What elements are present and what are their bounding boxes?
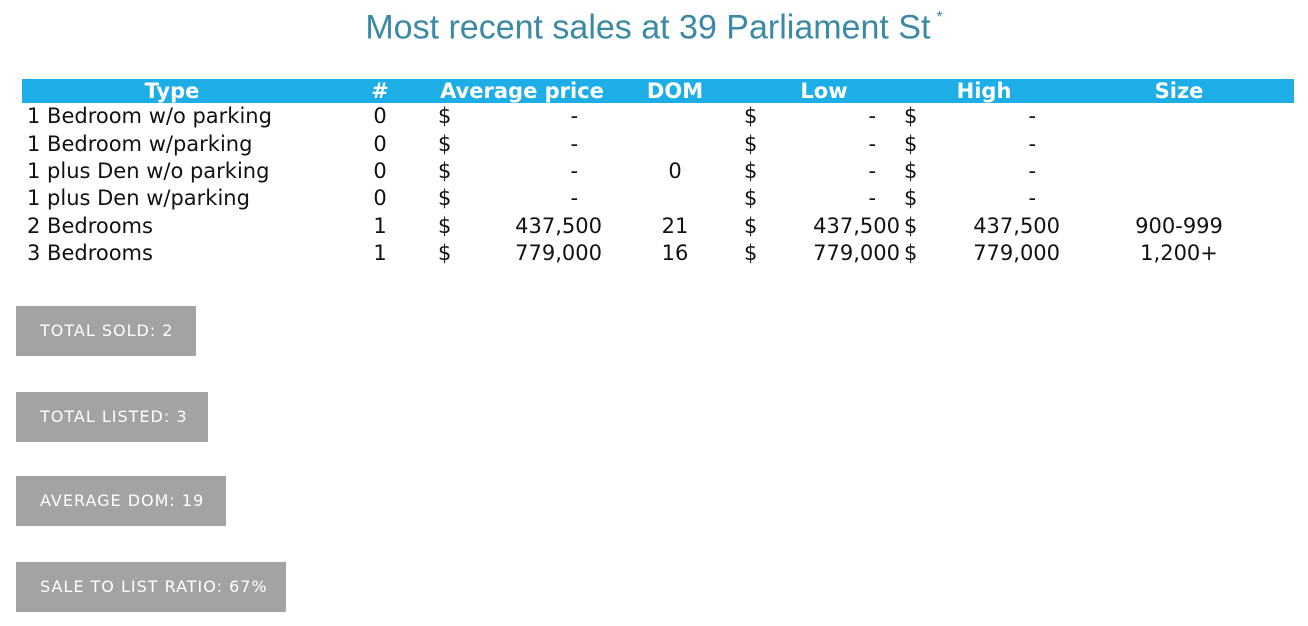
cell-type: 1 plus Den w/parking xyxy=(27,186,250,211)
cell-count: 0 xyxy=(373,104,387,129)
cell-high: - xyxy=(1028,158,1037,183)
column-header-average-price: Average price xyxy=(438,79,607,103)
total-sold-button[interactable]: TOTAL SOLD: 2 xyxy=(16,306,196,356)
cell-low: - xyxy=(868,131,877,156)
cell-type: 3 Bedrooms xyxy=(27,241,153,266)
cell-size xyxy=(1064,130,1294,157)
cell-size xyxy=(1064,103,1294,130)
cell-average-price: 437,500 xyxy=(515,213,603,238)
cell-high: 437,500 xyxy=(973,213,1061,238)
cell-dom: 0 xyxy=(668,158,682,183)
cell-size: 1,200+ xyxy=(1140,241,1218,266)
cell-low-currency: $ xyxy=(744,158,758,183)
column-header-count: # xyxy=(322,79,438,103)
cell-high: - xyxy=(1028,186,1037,211)
column-header-type: Type xyxy=(22,79,322,103)
cell-low: - xyxy=(868,158,877,183)
table-row: 1 plus Den w/o parking 0 $ - 0 $ - $ - xyxy=(22,158,1294,185)
cell-average-currency: $ xyxy=(438,104,452,129)
cell-low-currency: $ xyxy=(744,131,758,156)
cell-low: - xyxy=(868,104,877,129)
table-row: 1 Bedroom w/parking 0 $ - $ - $ - xyxy=(22,130,1294,157)
cell-low-currency: $ xyxy=(744,213,758,238)
column-header-low: Low xyxy=(744,79,905,103)
sales-summary-table: Type # Average price DOM Low High Size 1… xyxy=(22,79,1295,267)
title-footnote-marker: * xyxy=(936,9,943,26)
cell-count: 0 xyxy=(373,186,387,211)
total-listed-button[interactable]: TOTAL LISTED: 3 xyxy=(16,392,208,442)
cell-average-currency: $ xyxy=(438,213,452,238)
cell-average-currency: $ xyxy=(438,131,452,156)
cell-high-currency: $ xyxy=(904,213,918,238)
cell-size xyxy=(1064,185,1294,212)
cell-count: 0 xyxy=(373,158,387,183)
cell-low-currency: $ xyxy=(744,186,758,211)
page-title-text: Most recent sales at 39 Parliament St xyxy=(365,8,931,47)
cell-dom: 16 xyxy=(661,241,689,266)
cell-dom xyxy=(606,130,744,157)
column-header-dom: DOM xyxy=(606,79,745,103)
column-header-size: Size xyxy=(1064,79,1295,103)
cell-average-price: - xyxy=(570,186,579,211)
cell-type: 1 Bedroom w/parking xyxy=(27,131,253,156)
cell-high: - xyxy=(1028,104,1037,129)
cell-low: - xyxy=(868,186,877,211)
sale-to-list-ratio-button[interactable]: SALE TO LIST RATIO: 67% xyxy=(16,562,286,612)
cell-dom xyxy=(606,185,744,212)
cell-average-currency: $ xyxy=(438,158,452,183)
cell-high: - xyxy=(1028,131,1037,156)
cell-count: 1 xyxy=(373,241,387,266)
table-row: 2 Bedrooms 1 $ 437,500 21 $ 437,500 $ 43… xyxy=(22,213,1294,240)
cell-dom xyxy=(606,103,744,130)
cell-low: 779,000 xyxy=(813,241,901,266)
cell-count: 0 xyxy=(373,131,387,156)
cell-high-currency: $ xyxy=(904,186,918,211)
cell-average-price: - xyxy=(570,104,579,129)
cell-high-currency: $ xyxy=(904,104,918,129)
table-row: 3 Bedrooms 1 $ 779,000 16 $ 779,000 $ 77… xyxy=(22,240,1294,267)
cell-dom: 21 xyxy=(661,213,689,238)
cell-high-currency: $ xyxy=(904,158,918,183)
cell-type: 2 Bedrooms xyxy=(27,213,153,238)
cell-size: 900-999 xyxy=(1135,213,1223,238)
page-title: Most recent sales at 39 Parliament St * xyxy=(0,2,1308,47)
cell-high: 779,000 xyxy=(973,241,1061,266)
column-header-high: High xyxy=(904,79,1065,103)
average-dom-button[interactable]: AVERAGE DOM: 19 xyxy=(16,476,226,526)
cell-type: 1 plus Den w/o parking xyxy=(27,158,270,183)
cell-low-currency: $ xyxy=(744,104,758,129)
cell-count: 1 xyxy=(373,213,387,238)
cell-high-currency: $ xyxy=(904,131,918,156)
cell-average-price: - xyxy=(570,158,579,183)
cell-size xyxy=(1064,158,1294,185)
table-header-row: Type # Average price DOM Low High Size xyxy=(22,79,1295,103)
cell-average-currency: $ xyxy=(438,186,452,211)
cell-high-currency: $ xyxy=(904,241,918,266)
cell-low-currency: $ xyxy=(744,241,758,266)
table-row: 1 plus Den w/parking 0 $ - $ - $ - xyxy=(22,185,1294,212)
table-row: 1 Bedroom w/o parking 0 $ - $ - $ - xyxy=(22,103,1294,130)
cell-average-price: 779,000 xyxy=(515,241,603,266)
cell-average-price: - xyxy=(570,131,579,156)
cell-low: 437,500 xyxy=(813,213,901,238)
cell-average-currency: $ xyxy=(438,241,452,266)
cell-type: 1 Bedroom w/o parking xyxy=(27,104,272,129)
